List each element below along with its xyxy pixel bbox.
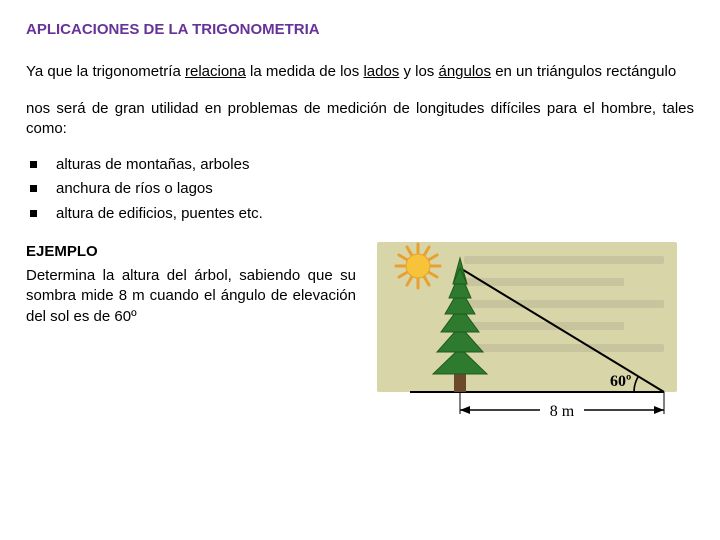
intro-paragraph-1: Ya que la trigonometría relaciona la med…: [26, 62, 694, 82]
intro-p1-u1: relaciona: [185, 63, 246, 80]
intro-p1-d: en un triángulos rectángulo: [491, 63, 676, 80]
intro-p1-u2: lados: [363, 63, 399, 80]
intro-p1-a: Ya que la trigonometría: [26, 63, 185, 80]
list-item: altura de edificios, puentes etc.: [28, 204, 694, 224]
example-text-block: EJEMPLO Determina la altura del árbol, s…: [26, 242, 356, 432]
list-item: alturas de montañas, arboles: [28, 155, 694, 175]
page-title: APLICACIONES DE LA TRIGONOMETRIA: [26, 20, 694, 40]
svg-text:8 m: 8 m: [550, 403, 575, 420]
intro-p1-b: la medida de los: [246, 63, 364, 80]
intro-paragraph-2: nos será de gran utilidad en problemas d…: [26, 99, 694, 140]
example-figure: 60º 8 m: [374, 242, 694, 432]
figure-svg: 60º 8 m: [374, 242, 684, 432]
svg-text:60º: 60º: [610, 373, 631, 390]
example-heading: EJEMPLO: [26, 242, 356, 262]
list-item: anchura de ríos o lagos: [28, 179, 694, 199]
example-row: EJEMPLO Determina la altura del árbol, s…: [26, 242, 694, 432]
intro-p1-u3: ángulos: [438, 63, 491, 80]
example-body: Determina la altura del árbol, sabiendo …: [26, 266, 356, 327]
intro-p1-c: y los: [399, 63, 438, 80]
bullet-list: alturas de montañas, arboles anchura de …: [26, 155, 694, 224]
